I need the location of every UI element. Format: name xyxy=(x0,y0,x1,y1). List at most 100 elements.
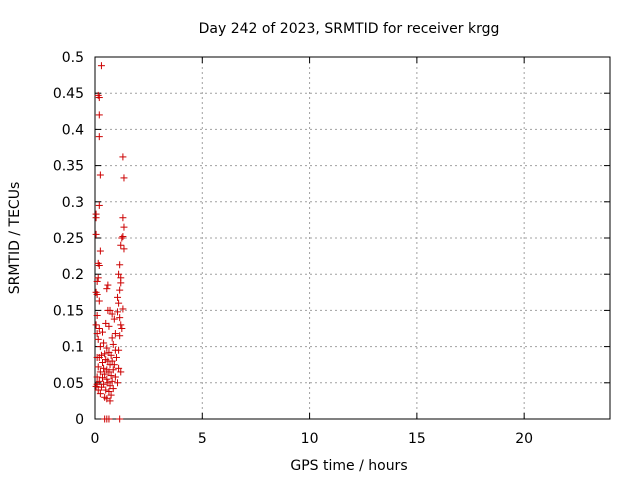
data-point xyxy=(117,241,125,249)
chart-title: Day 242 of 2023, SRMTID for receiver krg… xyxy=(199,21,500,37)
data-point xyxy=(115,364,123,372)
data-point xyxy=(105,322,113,330)
data-point xyxy=(115,299,123,307)
x-tick-label: 0 xyxy=(91,431,100,447)
data-point xyxy=(108,357,116,365)
data-point xyxy=(119,153,127,161)
data-point xyxy=(120,223,128,231)
data-point xyxy=(93,290,101,298)
data-point xyxy=(96,171,104,179)
data-point xyxy=(92,214,100,222)
y-tick-label: 0.45 xyxy=(53,86,84,102)
y-tick-label: 0.15 xyxy=(53,303,84,319)
data-point xyxy=(95,201,103,209)
data-point xyxy=(112,353,120,361)
data-point xyxy=(92,230,100,238)
data-point xyxy=(120,245,128,253)
data-point xyxy=(105,415,113,423)
data-point xyxy=(103,285,111,293)
grid-lines xyxy=(95,57,610,419)
data-point xyxy=(111,346,119,354)
data-point xyxy=(107,372,115,380)
data-point xyxy=(93,277,101,285)
data-point xyxy=(105,387,113,395)
data-points xyxy=(92,62,128,423)
y-axis-label: SRMTID / TECUs xyxy=(7,182,23,295)
y-tick-label: 0 xyxy=(75,412,84,428)
data-point xyxy=(95,353,103,361)
data-point xyxy=(92,382,100,390)
y-tick-label: 0.1 xyxy=(62,340,84,356)
data-point xyxy=(99,359,107,367)
data-point xyxy=(119,305,127,313)
data-point xyxy=(119,214,127,222)
data-point xyxy=(117,368,125,376)
x-tick-label: 10 xyxy=(301,431,319,447)
data-point xyxy=(96,390,104,398)
data-point xyxy=(118,234,126,242)
data-point xyxy=(116,286,124,294)
data-point xyxy=(109,366,117,374)
data-point xyxy=(93,330,101,338)
data-point xyxy=(114,379,122,387)
data-point xyxy=(120,174,128,182)
data-point xyxy=(92,321,100,329)
data-point xyxy=(95,111,103,119)
data-point xyxy=(114,308,122,316)
data-point xyxy=(94,363,102,371)
data-point xyxy=(101,350,109,358)
data-point xyxy=(106,382,114,390)
data-point xyxy=(116,415,124,423)
data-point xyxy=(95,133,103,141)
data-point xyxy=(93,373,101,381)
data-point xyxy=(111,330,119,338)
data-point xyxy=(116,332,124,340)
data-point xyxy=(97,62,105,70)
data-point xyxy=(106,397,114,405)
data-point xyxy=(110,361,118,369)
data-point xyxy=(99,374,107,382)
data-point xyxy=(103,344,111,352)
axis-ticks: 0 0.05 0.1 0.15 0.2 0.25 0.3 0.35 0.4 0.45 0.5 0 5 10… xyxy=(53,50,610,447)
data-point xyxy=(95,325,103,332)
y-tick-label: 0.35 xyxy=(53,159,84,175)
x-axis-label: GPS time / hours xyxy=(290,458,407,474)
plot-frame xyxy=(94,56,611,420)
data-point xyxy=(95,262,103,270)
x-tick-label: 5 xyxy=(198,431,207,447)
data-point xyxy=(115,270,123,278)
data-point xyxy=(116,261,124,269)
data-point xyxy=(109,340,117,348)
data-point xyxy=(96,343,104,351)
y-tick-label: 0.2 xyxy=(62,267,84,283)
y-tick-label: 0.25 xyxy=(53,231,84,247)
data-point xyxy=(106,306,114,314)
data-point xyxy=(93,311,101,319)
y-tick-label: 0.4 xyxy=(62,122,84,138)
data-point xyxy=(102,319,110,327)
data-point xyxy=(111,373,119,381)
data-point xyxy=(101,370,109,378)
data-point xyxy=(119,233,127,241)
data-point xyxy=(94,386,102,394)
y-tick-label: 0.5 xyxy=(62,50,84,66)
x-tick-label: 20 xyxy=(515,431,533,447)
data-point xyxy=(117,279,125,287)
data-point xyxy=(104,281,112,289)
data-point xyxy=(114,293,122,301)
data-point xyxy=(105,368,113,376)
data-point xyxy=(95,297,103,305)
data-point xyxy=(97,383,105,391)
x-tick-label: 15 xyxy=(408,431,426,447)
data-point xyxy=(100,339,108,347)
y-tick-label: 0.3 xyxy=(62,195,84,211)
data-point xyxy=(107,391,115,399)
data-point xyxy=(118,325,126,332)
data-point xyxy=(94,335,102,343)
data-point xyxy=(116,314,124,322)
data-point xyxy=(100,364,108,372)
data-point xyxy=(94,274,102,282)
data-point xyxy=(110,315,118,323)
data-point xyxy=(108,310,116,318)
